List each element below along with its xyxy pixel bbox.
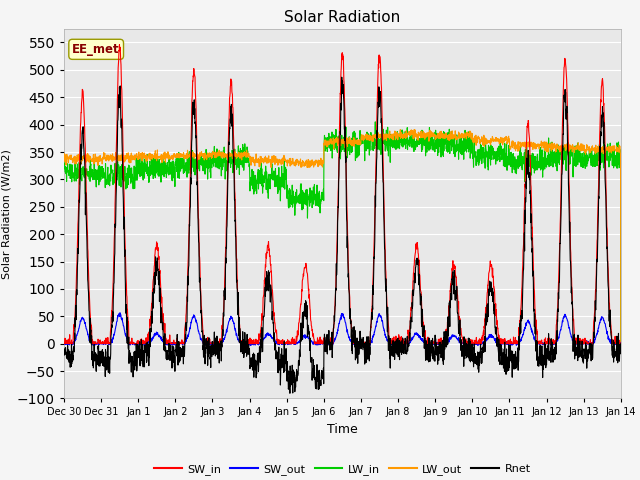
SW_in [60, 341, 68, 347]
Legend: SW_in, SW_out, LW_in, LW_out, Rnet: SW_in, SW_out, LW_in, LW_out, Rnet [150, 459, 535, 479]
Rnet [371, 216, 379, 222]
X-axis label: Time: Time [327, 423, 358, 436]
SW_out [141, 343, 148, 349]
LW_in [358, 140, 366, 146]
SW_out [505, 342, 513, 348]
SW_in [584, 339, 591, 345]
SW_out [60, 341, 68, 347]
Rnet [60, 346, 68, 351]
LW_out [358, 135, 366, 141]
Rnet [617, 341, 625, 347]
LW_out [410, 127, 418, 132]
SW_in [371, 214, 379, 219]
LW_in [584, 156, 591, 162]
Rnet [505, 368, 513, 373]
SW_in [359, 341, 367, 347]
Line: SW_in: SW_in [64, 45, 621, 344]
Rnet [359, 347, 367, 352]
LW_out [504, 136, 512, 142]
SW_in [216, 338, 223, 344]
SW_out [216, 342, 223, 348]
Text: EE_met: EE_met [72, 43, 120, 56]
Line: LW_out: LW_out [64, 130, 621, 344]
LW_in [216, 166, 223, 172]
LW_out [60, 154, 68, 159]
SW_out [584, 340, 591, 346]
LW_out [568, 145, 575, 151]
SW_in [617, 341, 625, 347]
SW_in [504, 337, 512, 343]
Line: Rnet: Rnet [64, 77, 621, 393]
LW_in [371, 144, 378, 149]
LW_in [371, 119, 379, 125]
LW_out [617, 341, 625, 347]
Title: Solar Radiation: Solar Radiation [284, 10, 401, 25]
LW_out [216, 147, 223, 153]
LW_in [617, 341, 625, 347]
LW_out [584, 143, 591, 149]
LW_out [371, 134, 378, 140]
Rnet [338, 74, 346, 80]
SW_in [116, 42, 124, 48]
Rnet [584, 358, 591, 364]
LW_in [504, 153, 512, 159]
Y-axis label: Solar Radiation (W/m2): Solar Radiation (W/m2) [1, 149, 12, 278]
SW_out [568, 335, 576, 341]
SW_out [116, 310, 124, 315]
LW_in [60, 158, 68, 164]
SW_in [568, 285, 575, 290]
SW_out [617, 341, 625, 347]
LW_in [568, 147, 575, 153]
Rnet [216, 360, 223, 366]
SW_out [359, 341, 367, 347]
Rnet [568, 301, 576, 307]
SW_out [371, 326, 379, 332]
Line: SW_out: SW_out [64, 312, 621, 346]
Line: LW_in: LW_in [64, 122, 621, 344]
Rnet [286, 390, 294, 396]
